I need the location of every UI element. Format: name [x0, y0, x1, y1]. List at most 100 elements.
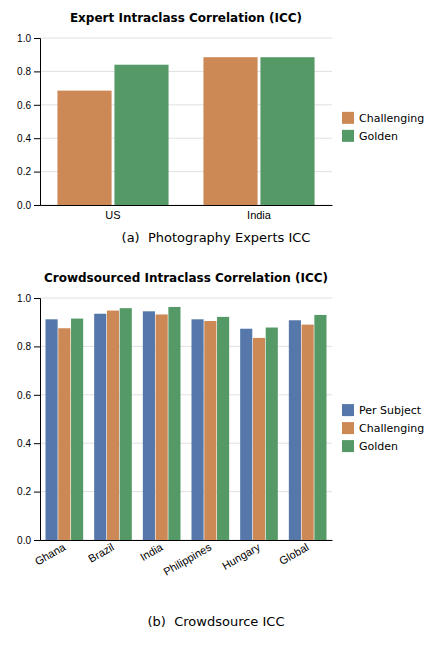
y-tick-label: 0.4: [17, 438, 31, 449]
y-tick: 0.0: [17, 535, 40, 546]
y-tick-label: 0.4: [17, 133, 31, 144]
bar-series: [58, 311, 313, 540]
caption: (a) Photography Experts ICC: [122, 230, 311, 245]
legend: Per Subject Challenging Golden: [342, 404, 424, 453]
legend-swatch: [342, 422, 354, 434]
y-tick: 0.6: [17, 390, 40, 401]
bar: [114, 65, 168, 205]
y-axis: 0.0 0.2 0.4 0.6 0.8 1.0: [17, 293, 40, 546]
bar: [260, 57, 314, 205]
y-tick: 0.8: [17, 66, 40, 77]
bar: [71, 319, 83, 540]
bar: [46, 319, 58, 540]
x-axis: US India: [41, 205, 333, 221]
y-tick-label: 0.8: [17, 341, 31, 352]
y-tick-mark: [34, 540, 40, 541]
bar: [314, 315, 326, 540]
legend-swatch: [342, 404, 354, 416]
x-tick: Philippines: [161, 540, 214, 578]
bar-series: [114, 57, 314, 205]
y-tick-label: 0.8: [17, 66, 31, 77]
legend: Challenging Golden: [342, 112, 424, 143]
bar: [120, 308, 132, 540]
chart-panel: 0.0 0.2 0.4 0.6 0.8 1.0 Ghana Brazil IndiaPhilip…: [17, 293, 332, 578]
bar: [203, 57, 257, 205]
y-tick-mark: [34, 138, 40, 139]
y-tick-mark: [34, 105, 40, 106]
y-tick-label: 1.0: [17, 33, 31, 44]
figure: 0.0 0.2 0.4 0.6 0.8 1.0 US India Expert Intracla…: [0, 0, 432, 652]
legend-label: Challenging: [359, 112, 424, 125]
x-tick: India: [138, 540, 165, 563]
legend-label: Golden: [359, 130, 398, 143]
chart-title: Crowdsourced Intraclass Correlation (ICC…: [44, 271, 328, 285]
y-tick-mark: [34, 172, 40, 173]
grid-line: [40, 491, 332, 492]
x-tick-label: US: [105, 209, 120, 221]
legend-label: Per Subject: [359, 404, 422, 417]
legend-item: Challenging: [342, 112, 424, 125]
x-tick-label: Ghana: [33, 540, 68, 567]
bar: [156, 314, 168, 540]
y-tick-label: 0.0: [17, 535, 31, 546]
x-tick-label: India: [247, 209, 272, 221]
x-tick-label: Philippines: [161, 540, 214, 577]
y-tick: 0.6: [17, 100, 40, 111]
y-tick: 0.0: [17, 200, 40, 211]
bar: [58, 328, 70, 540]
y-tick-mark: [34, 38, 40, 39]
y-tick: 0.2: [17, 486, 40, 497]
bar: [289, 320, 301, 540]
y-tick-mark: [34, 395, 40, 396]
y-tick-label: 0.6: [17, 390, 31, 401]
grid-line: [40, 298, 332, 299]
grid-line: [40, 540, 332, 541]
grid-line: [40, 38, 332, 39]
bar: [143, 311, 155, 540]
bar: [192, 319, 204, 540]
y-tick: 0.4: [17, 438, 40, 449]
legend-item: Per Subject: [342, 404, 422, 417]
x-tick: Hungary: [220, 540, 262, 572]
y-tick-mark: [34, 346, 40, 347]
bar: [107, 311, 119, 540]
bars: [46, 307, 327, 540]
x-axis-line: [41, 540, 333, 541]
y-tick-mark: [34, 71, 40, 72]
bar: [94, 314, 106, 540]
y-tick-label: 0.2: [17, 486, 31, 497]
y-tick: 0.8: [17, 341, 40, 352]
x-axis-line: [41, 205, 333, 206]
bar: [266, 328, 278, 540]
x-tick: India: [247, 205, 272, 221]
x-tick: Brazil: [86, 540, 116, 565]
chart-title: Expert Intraclass Correlation (ICC): [70, 11, 302, 25]
x-axis: Ghana Brazil IndiaPhilippinesHungary Global: [33, 540, 333, 578]
y-tick-label: 0.0: [17, 200, 31, 211]
bar: [57, 91, 111, 205]
x-tick: Global: [277, 540, 311, 567]
chart-panel: 0.0 0.2 0.4 0.6 0.8 1.0 US India: [17, 33, 332, 221]
bars: [57, 57, 314, 205]
legend-item: Challenging: [342, 422, 424, 435]
bar: [217, 317, 229, 540]
bar-series: [57, 57, 257, 205]
y-axis: 0.0 0.2 0.4 0.6 0.8 1.0: [17, 33, 40, 211]
y-tick-mark: [34, 492, 40, 493]
legend-swatch: [342, 112, 354, 124]
grid-line: [40, 394, 332, 395]
x-tick: US: [105, 205, 120, 221]
bar-series: [71, 307, 326, 540]
y-tick-label: 0.2: [17, 166, 31, 177]
legend-item: Golden: [342, 130, 398, 143]
y-tick-label: 0.6: [17, 100, 31, 111]
y-tick-mark: [34, 205, 40, 206]
x-tick-label: Hungary: [220, 540, 262, 571]
legend-swatch: [342, 440, 354, 452]
grid-line: [40, 443, 332, 444]
bar: [168, 307, 180, 540]
legend-label: Golden: [359, 440, 398, 453]
y-tick: 1.0: [17, 293, 40, 304]
y-tick-label: 1.0: [17, 293, 31, 304]
bar: [253, 338, 265, 540]
